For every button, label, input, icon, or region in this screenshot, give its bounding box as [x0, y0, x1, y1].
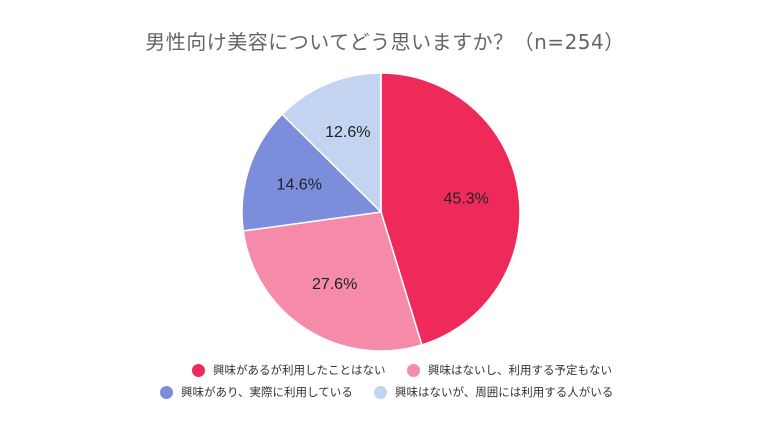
pie-slices: [241, 72, 521, 352]
legend-label: 興味があり、実際に利用している: [181, 385, 353, 399]
legend-label: 興味はないし、利用する予定もない: [428, 363, 612, 377]
pie-slice: [242, 211, 423, 352]
legend-item: 興味があり、実際に利用している: [160, 384, 353, 400]
pie-slice: [281, 72, 382, 214]
legend-swatch: [374, 385, 387, 399]
legend-swatch: [192, 363, 205, 377]
slice-value-label: 14.6%: [277, 176, 322, 193]
slice-value-label: 45.3%: [444, 191, 489, 208]
slice-value-label: 12.6%: [325, 124, 370, 141]
legend-item: 興味はないが、周囲には利用する人がいる: [374, 384, 613, 400]
pie-slice: [241, 113, 383, 232]
legend-item: 興味があるが利用したことはない: [192, 362, 386, 378]
chart-title: 男性向け美容についてどう思いますか？（n=254）: [145, 30, 625, 54]
slice-value-label: 27.6%: [312, 276, 357, 293]
legend-swatch: [407, 363, 420, 377]
legend-label: 興味があるが利用したことはない: [213, 363, 386, 377]
legend-item: 興味はないし、利用する予定もない: [407, 362, 612, 378]
pie-slice: [380, 72, 521, 346]
pie-labels: 45.3% 27.6% 14.6% 12.6%: [277, 124, 489, 293]
legend-swatch: [160, 385, 173, 399]
legend-label: 興味はないが、周囲には利用する人がいる: [395, 385, 614, 399]
